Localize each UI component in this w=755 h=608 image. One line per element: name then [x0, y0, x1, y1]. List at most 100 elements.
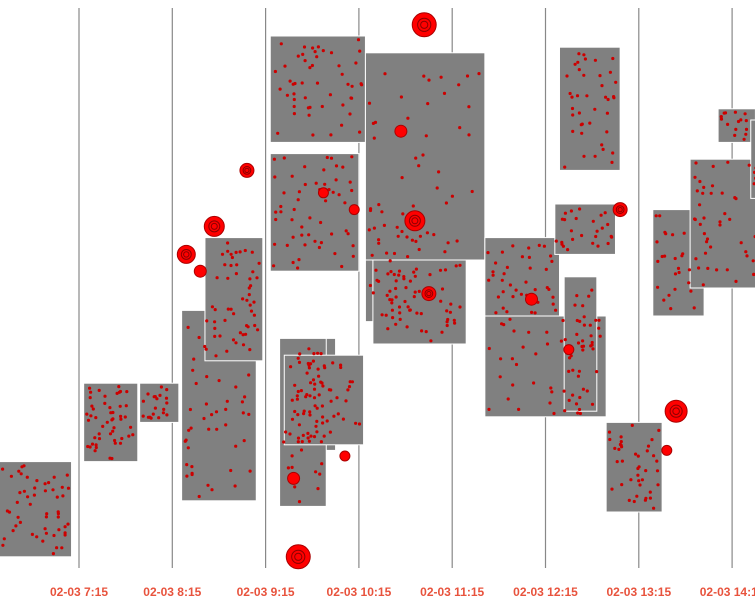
data-point: [611, 151, 615, 155]
data-point: [549, 254, 553, 258]
data-point: [575, 94, 580, 98]
data-point: [660, 254, 664, 259]
data-point: [445, 309, 449, 313]
data-point: [511, 383, 515, 387]
data-point: [63, 533, 67, 537]
marker-core-8: [617, 207, 623, 213]
data-point: [296, 436, 301, 440]
data-point: [500, 278, 504, 282]
data-point: [329, 133, 333, 137]
data-point: [591, 347, 595, 351]
data-point: [56, 515, 60, 519]
data-point: [577, 111, 582, 115]
data-point: [375, 278, 379, 282]
marker-1: [203, 215, 225, 237]
data-point: [97, 388, 101, 392]
data-point: [303, 96, 307, 100]
data-point: [299, 389, 303, 393]
data-point: [467, 133, 471, 137]
data-point: [288, 432, 292, 436]
data-point: [382, 223, 386, 227]
data-point: [583, 57, 588, 61]
data-point: [307, 113, 311, 117]
data-point: [413, 290, 417, 294]
data-point: [744, 132, 748, 136]
data-point: [511, 295, 515, 299]
data-point: [242, 439, 246, 443]
data-point: [394, 295, 398, 299]
data-point: [421, 153, 425, 157]
data-point: [243, 395, 247, 399]
data-point: [296, 440, 300, 444]
data-point: [637, 479, 641, 483]
marker-core-5: [426, 291, 432, 297]
data-point: [588, 121, 592, 125]
data-point: [279, 204, 283, 209]
data-point: [425, 231, 429, 235]
data-point: [305, 393, 309, 397]
data-point: [340, 123, 344, 127]
data-point: [398, 311, 402, 315]
x-tick-label-7: 02-03 14:15: [700, 585, 755, 599]
data-point: [291, 260, 295, 265]
data-point: [272, 264, 276, 268]
data-point: [706, 266, 710, 270]
data-point: [303, 182, 307, 187]
data-point: [111, 429, 115, 433]
data-point: [726, 160, 730, 164]
data-point: [290, 398, 294, 402]
data-point: [297, 360, 302, 364]
data-point: [718, 223, 722, 227]
data-point: [313, 50, 317, 54]
data-point: [282, 440, 286, 444]
data-point: [207, 427, 211, 431]
data-point: [85, 412, 89, 416]
data-point: [306, 106, 310, 110]
data-point: [322, 168, 326, 172]
data-point: [215, 276, 219, 280]
data-point: [213, 308, 217, 312]
data-point: [742, 137, 746, 141]
data-point: [52, 533, 56, 538]
data-point: [290, 465, 294, 469]
data-point: [673, 256, 677, 261]
data-point: [118, 441, 123, 445]
data-point: [527, 330, 531, 334]
data-point: [676, 266, 681, 270]
data-point: [579, 123, 583, 127]
data-point: [752, 182, 755, 186]
data-point: [599, 213, 603, 217]
data-point: [65, 473, 69, 477]
marker-inner-8: [615, 205, 625, 214]
data-point: [323, 182, 327, 186]
data-point: [214, 354, 218, 358]
data-point: [300, 233, 304, 237]
data-point: [662, 298, 666, 302]
data-point: [698, 222, 702, 226]
data-point: [203, 344, 207, 349]
data-point: [705, 237, 710, 241]
data-point: [367, 101, 372, 105]
marker-inner-0: [417, 17, 432, 32]
data-point: [561, 244, 566, 248]
data-point: [303, 243, 307, 247]
marker-core-1: [210, 222, 218, 230]
data-point: [346, 388, 350, 392]
data-point: [312, 435, 317, 439]
data-point: [141, 399, 145, 403]
data-point: [350, 155, 354, 159]
block-18: [605, 421, 663, 513]
data-point: [189, 426, 193, 430]
data-point: [274, 210, 278, 214]
data-point: [620, 445, 624, 449]
data-point: [595, 370, 599, 374]
data-point: [26, 495, 30, 499]
data-point: [590, 402, 595, 406]
data-point: [331, 190, 335, 194]
data-point: [350, 84, 354, 88]
data-point: [16, 515, 20, 519]
data-point: [90, 442, 95, 446]
data-point: [45, 512, 49, 516]
data-point: [312, 352, 316, 356]
data-point: [339, 365, 343, 370]
